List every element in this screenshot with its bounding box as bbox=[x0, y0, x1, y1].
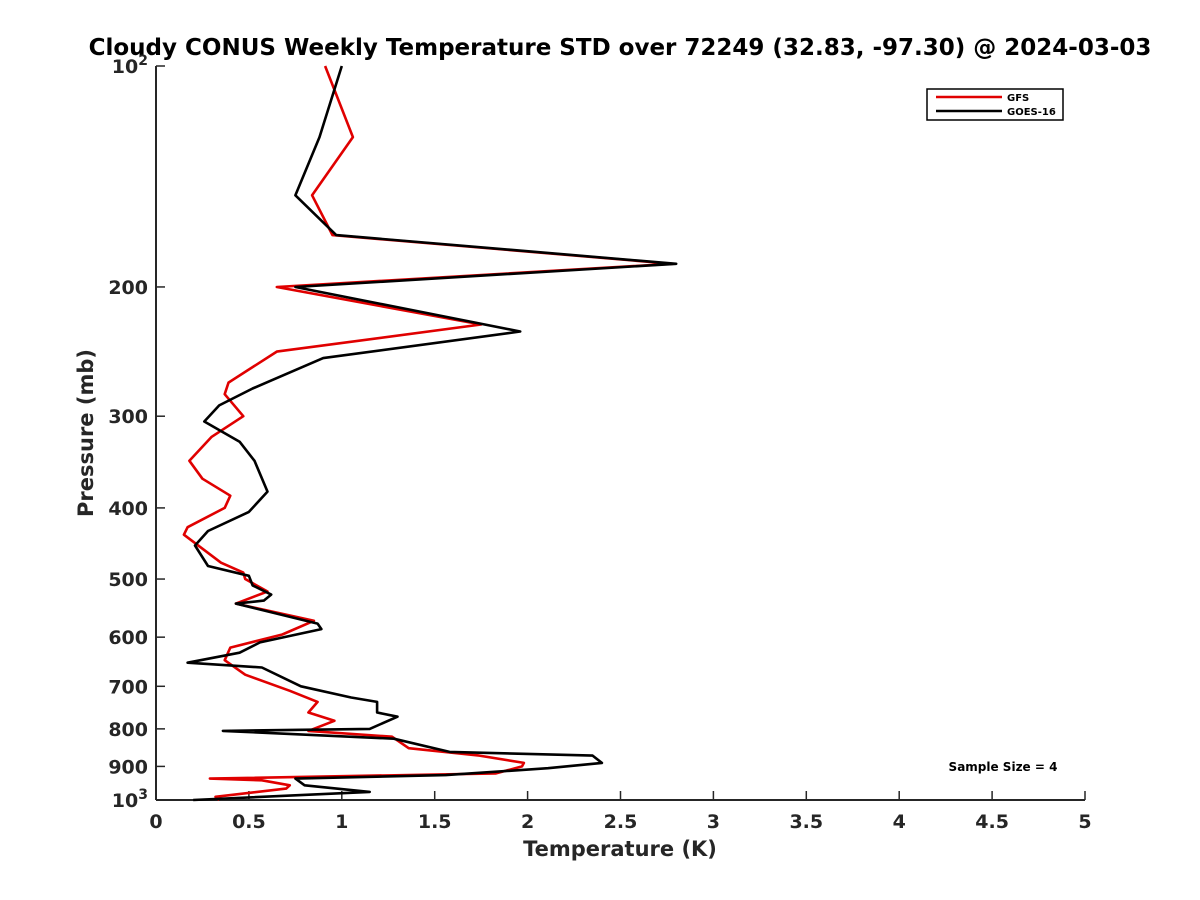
x-tick-label: 2 bbox=[521, 811, 534, 833]
y-tick-label: 500 bbox=[108, 569, 148, 591]
y-tick-exponent: 2 bbox=[138, 53, 148, 69]
y-tick-label: 900 bbox=[108, 756, 148, 778]
y-tick-label: 200 bbox=[108, 277, 148, 299]
series-layer bbox=[182, 65, 678, 802]
y-tick-label: 103 bbox=[112, 787, 148, 812]
series-line-gfs bbox=[182, 65, 674, 801]
y-tick-exponent: 3 bbox=[138, 787, 148, 803]
x-tick-label: 0 bbox=[149, 811, 162, 833]
x-tick-label: 2.5 bbox=[604, 811, 638, 833]
y-tick-label: 700 bbox=[108, 676, 148, 698]
y-tick-label: 600 bbox=[108, 627, 148, 649]
y-tick-label: 400 bbox=[108, 498, 148, 520]
legend-label-goes-16: GOES-16 bbox=[1007, 107, 1056, 118]
y-tick-base: 10 bbox=[112, 790, 138, 812]
y-axis-label: Pressure (mb) bbox=[74, 349, 98, 517]
legend-box bbox=[926, 88, 1064, 121]
x-tick-label: 1 bbox=[335, 811, 348, 833]
legend-label-gfs: GFS bbox=[1007, 93, 1029, 104]
chart-title: Cloudy CONUS Weekly Temperature STD over… bbox=[89, 35, 1152, 61]
plot-area bbox=[155, 66, 1085, 801]
x-ticks: 0 0.5 1 1.5 2 2.5 3 3.5 4 4.5 5 bbox=[149, 791, 1092, 833]
y-tick-label: 800 bbox=[108, 719, 148, 741]
x-tick-label: 5 bbox=[1078, 811, 1091, 833]
x-tick-label: 1.5 bbox=[418, 811, 452, 833]
y-tick-label: 300 bbox=[108, 406, 148, 428]
x-tick-label: 3.5 bbox=[789, 811, 823, 833]
x-axis-label: Temperature (K) bbox=[523, 837, 717, 861]
sample-size-annotation: Sample Size = 4 bbox=[949, 760, 1058, 774]
legend: GFS GOES-16 bbox=[926, 88, 1064, 121]
y-tick-label: 102 bbox=[112, 53, 148, 78]
y-tick-base: 10 bbox=[112, 56, 138, 78]
x-tick-label: 4 bbox=[893, 811, 906, 833]
series-line-goes-16 bbox=[186, 65, 678, 802]
x-tick-label: 3 bbox=[707, 811, 720, 833]
x-tick-label: 0.5 bbox=[232, 811, 266, 833]
x-tick-label: 4.5 bbox=[975, 811, 1009, 833]
